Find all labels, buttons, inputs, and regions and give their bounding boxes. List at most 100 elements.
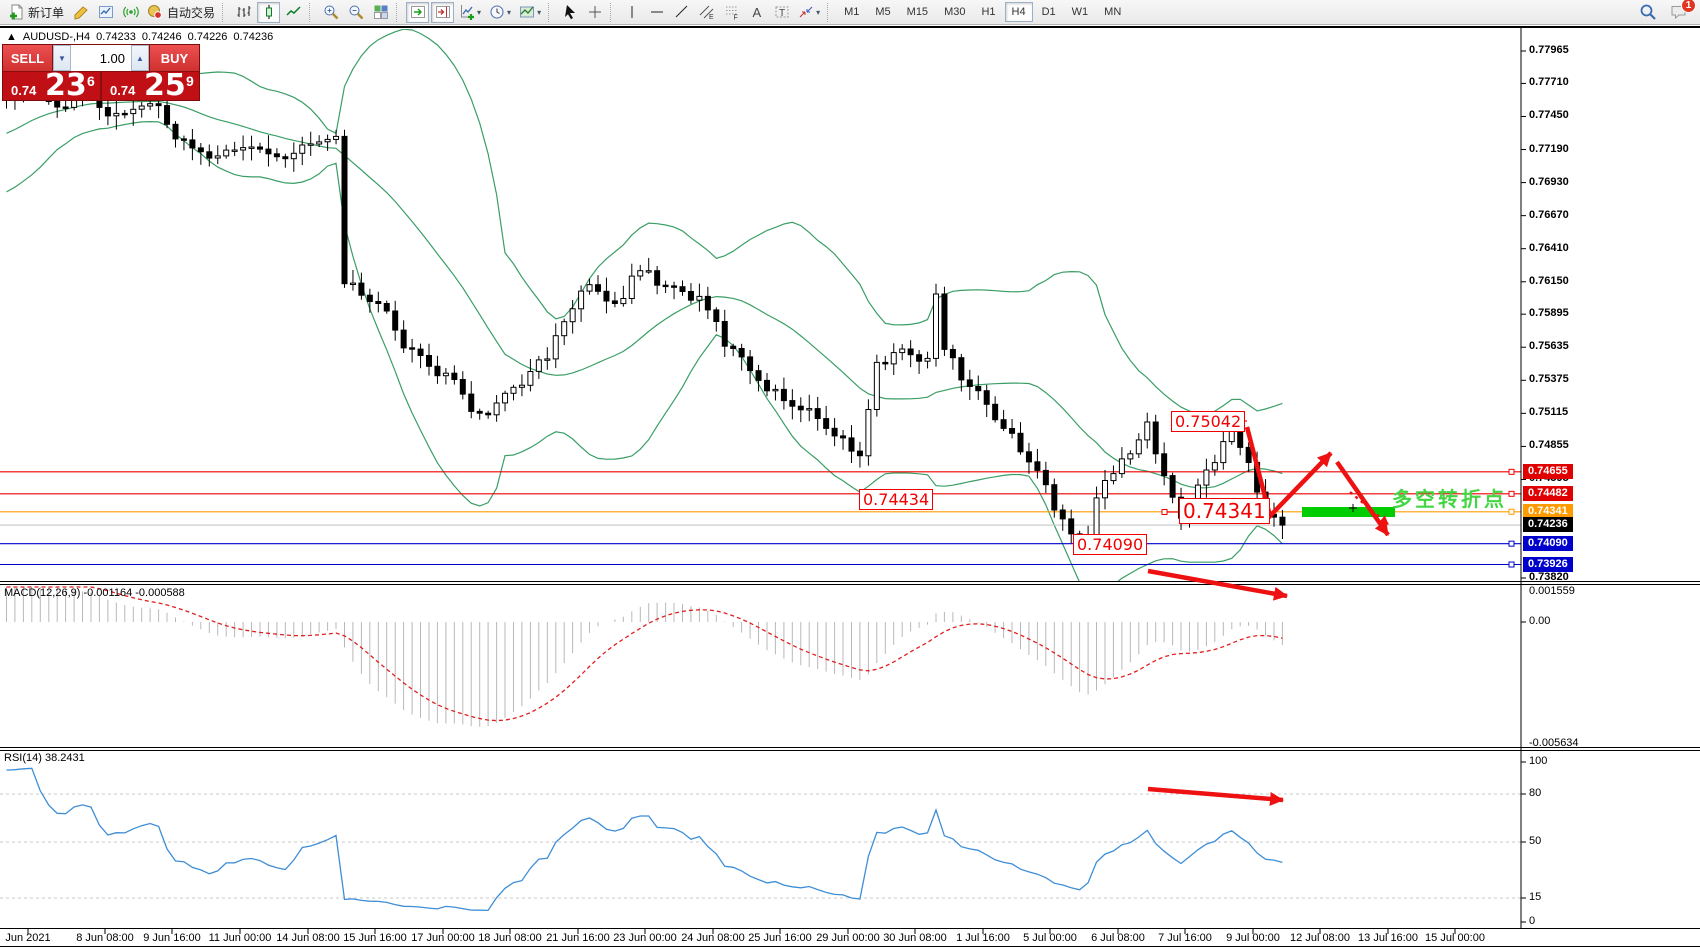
price-tick: 0.75115 bbox=[1529, 406, 1569, 419]
price-annotation-label[interactable]: 0.74434 bbox=[859, 489, 934, 510]
main-toolbar: 新订单 自动交易 bbox=[0, 0, 1700, 25]
timeframe-m30[interactable]: M30 bbox=[944, 6, 966, 18]
toolbar-separator bbox=[222, 2, 228, 22]
annotation-note-text[interactable]: 多空转折点 bbox=[1392, 489, 1507, 511]
price-annotation-label[interactable]: 0.74090 bbox=[1073, 534, 1148, 555]
auto-scroll-button[interactable] bbox=[406, 1, 430, 23]
bar-chart-button[interactable] bbox=[232, 2, 255, 23]
vertical-line-icon bbox=[631, 6, 633, 18]
timeframe-mn[interactable]: MN bbox=[1104, 6, 1122, 18]
price-tick: 0.76930 bbox=[1529, 175, 1569, 188]
toolbar-separator bbox=[610, 2, 616, 22]
text-label-tool-button[interactable]: T bbox=[770, 2, 793, 23]
volume-increase-button[interactable]: ▲ bbox=[131, 45, 149, 71]
support-zone-rectangle[interactable] bbox=[1302, 507, 1395, 517]
equidistant-channel-button[interactable]: E bbox=[695, 2, 718, 23]
time-tick: 18 Jun 08:00 bbox=[478, 932, 542, 944]
auto-trading-label: 自动交易 bbox=[167, 5, 216, 20]
level-line-handle[interactable] bbox=[1508, 508, 1515, 515]
ohlc-open: 0.74233 bbox=[96, 31, 136, 43]
timeframe-d1[interactable]: D1 bbox=[1041, 6, 1056, 18]
time-tick: 25 Jun 16:00 bbox=[748, 932, 812, 944]
price-annotation-label[interactable]: 0.74341 bbox=[1179, 498, 1270, 524]
templates-button[interactable]: ▾ bbox=[516, 2, 544, 23]
chart-shift-button[interactable] bbox=[431, 1, 455, 23]
buy-price-prefix: 0.74 bbox=[110, 83, 136, 98]
market-watch-button[interactable] bbox=[94, 2, 117, 23]
auto-trading-button[interactable]: 自动交易 bbox=[144, 2, 218, 23]
highlighter-button[interactable] bbox=[69, 2, 92, 23]
rsi-tick: 50 bbox=[1529, 835, 1542, 847]
timeframe-h4[interactable]: H4 bbox=[1004, 2, 1033, 22]
trend-arrow[interactable] bbox=[1147, 786, 1284, 806]
fibonacci-tool-button[interactable]: F bbox=[720, 2, 743, 23]
price-tag: 0.74236 bbox=[1523, 517, 1573, 533]
signals-button[interactable] bbox=[119, 2, 142, 23]
macd-tick: 0.00 bbox=[1529, 615, 1551, 627]
timeframe-m15[interactable]: M15 bbox=[906, 6, 929, 18]
price-tag: 0.74482 bbox=[1523, 485, 1573, 501]
chevron-down-icon: ▾ bbox=[537, 7, 542, 17]
new-order-button[interactable]: 新订单 bbox=[5, 2, 67, 23]
trendline-tool-button[interactable] bbox=[670, 2, 693, 23]
notifications-button[interactable]: 1 bbox=[1667, 0, 1696, 23]
sell-price-display[interactable]: 0.74 23 6 bbox=[3, 68, 100, 103]
price-tick: 0.75375 bbox=[1529, 373, 1569, 386]
trend-arrow[interactable] bbox=[1147, 568, 1288, 601]
chart-title: ▲ AUDUSD-,H4 0.74233 0.74246 0.74226 0.74236 bbox=[6, 31, 279, 43]
auto-trading-icon bbox=[148, 5, 162, 19]
vertical-line-tool-button[interactable] bbox=[620, 2, 643, 23]
horizontal-line-icon bbox=[650, 11, 663, 13]
crosshair-button[interactable] bbox=[583, 2, 606, 23]
time-tick: 12 Jul 08:00 bbox=[1290, 932, 1350, 944]
tile-windows-button[interactable] bbox=[369, 2, 392, 23]
time-tick: 13 Jul 16:00 bbox=[1358, 932, 1418, 944]
indicators-button[interactable]: ▾ bbox=[456, 2, 484, 23]
trend-arrow[interactable] bbox=[1244, 426, 1333, 521]
chevron-down-icon: ▾ bbox=[816, 7, 821, 17]
chart-symbol: AUDUSD-,H4 bbox=[22, 31, 91, 43]
svg-text:T: T bbox=[779, 8, 785, 19]
trend-arrow[interactable] bbox=[1335, 460, 1390, 537]
price-tag: 0.73926 bbox=[1523, 556, 1573, 572]
level-line-handle[interactable] bbox=[1508, 540, 1515, 547]
volume-input[interactable]: 1.00 bbox=[99, 50, 125, 66]
cursor-button[interactable] bbox=[558, 2, 581, 23]
volume-decrease-button[interactable]: ▼ bbox=[53, 45, 71, 71]
candlestick-chart-button[interactable] bbox=[257, 1, 281, 23]
zoom-in-button[interactable] bbox=[319, 2, 342, 23]
macd-tick: -0.005634 bbox=[1529, 737, 1579, 749]
horizontal-line-tool-button[interactable] bbox=[645, 2, 668, 23]
time-tick: Jun 2021 bbox=[5, 932, 51, 944]
text-tool-button[interactable]: A bbox=[745, 2, 768, 23]
line-chart-button[interactable] bbox=[282, 2, 305, 23]
price-tag: 0.74655 bbox=[1523, 463, 1573, 479]
level-line-handle[interactable] bbox=[1508, 468, 1515, 475]
ohlc-close: 0.74236 bbox=[233, 31, 274, 43]
periods-button[interactable]: ▾ bbox=[486, 2, 514, 23]
trend-arrow[interactable] bbox=[1349, 491, 1389, 525]
toolbar-separator bbox=[396, 2, 402, 22]
indicators-icon bbox=[461, 5, 475, 20]
buy-button[interactable]: BUY bbox=[150, 45, 199, 71]
price-tag: 0.74341 bbox=[1523, 503, 1573, 519]
new-order-icon bbox=[10, 4, 23, 20]
timeframe-h1[interactable]: H1 bbox=[981, 6, 996, 18]
zoom-out-button[interactable] bbox=[344, 2, 367, 23]
timeframe-m5[interactable]: M5 bbox=[875, 6, 891, 18]
timeframe-m1[interactable]: M1 bbox=[844, 6, 860, 18]
time-tick: 7 Jul 16:00 bbox=[1158, 932, 1212, 944]
buy-price-display[interactable]: 0.74 25 9 bbox=[100, 68, 199, 103]
clock-icon bbox=[490, 5, 504, 19]
search-button[interactable] bbox=[1636, 2, 1660, 23]
level-line-handle[interactable] bbox=[1508, 490, 1515, 497]
price-annotation-label[interactable]: 0.75042 bbox=[1171, 411, 1246, 432]
level-line-handle[interactable] bbox=[1508, 561, 1515, 568]
time-tick: 15 Jul 00:00 bbox=[1425, 932, 1485, 944]
timeframe-w1[interactable]: W1 bbox=[1071, 6, 1089, 18]
time-tick: 9 Jul 00:00 bbox=[1226, 932, 1280, 944]
arrows-tool-button[interactable]: ▾ bbox=[795, 2, 823, 23]
one-click-trade-panel: SELL ▼ 1.00 ▲ BUY 0.74 23 6 0.74 25 9 bbox=[2, 44, 200, 103]
sell-button[interactable]: SELL bbox=[3, 45, 52, 71]
